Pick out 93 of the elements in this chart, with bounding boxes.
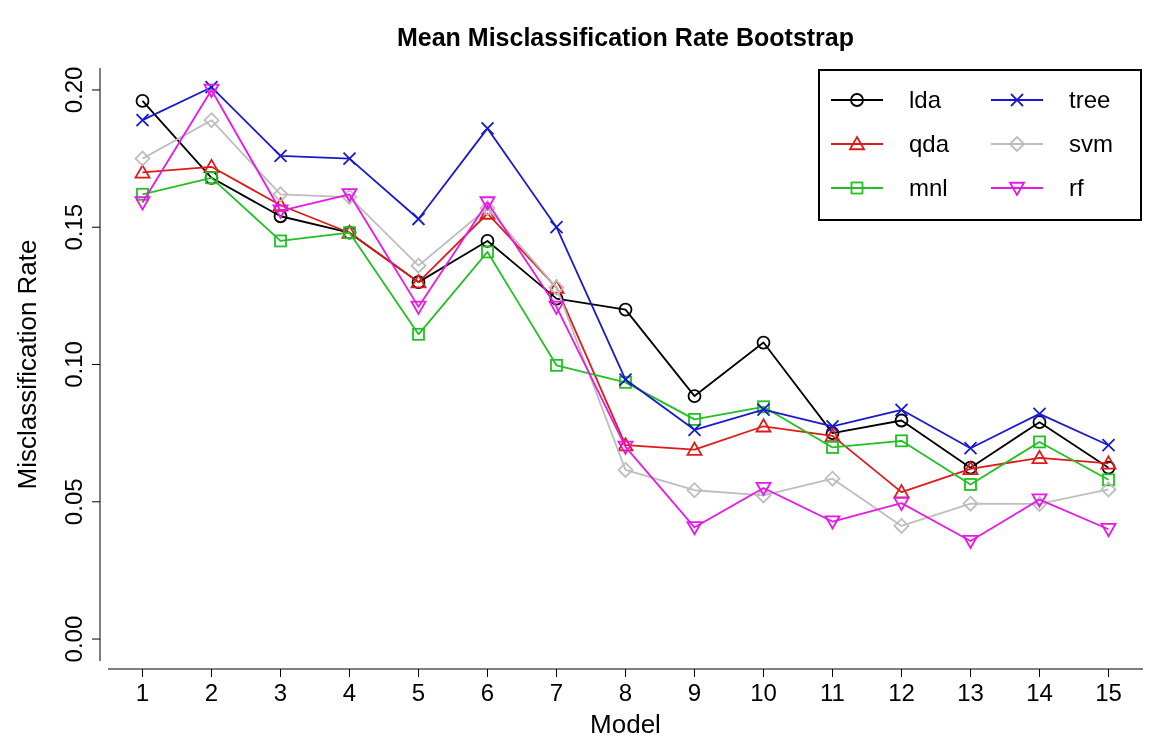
point [1100, 481, 1117, 498]
point [134, 150, 151, 167]
point [480, 121, 495, 136]
legend-label: tree [1069, 86, 1111, 113]
point [686, 482, 703, 499]
point [135, 113, 150, 128]
point [688, 413, 701, 426]
point [1100, 455, 1117, 470]
point [342, 151, 357, 166]
x-tick-label: 11 [820, 679, 845, 706]
chart-title: Mean Misclassification Rate Bootstrap [396, 23, 855, 51]
x-axis-title: Model [590, 709, 661, 739]
point [1033, 435, 1046, 449]
point [1101, 438, 1116, 453]
x-tick-label: 7 [549, 679, 564, 706]
point [480, 234, 495, 248]
point [479, 200, 496, 216]
point [548, 300, 565, 315]
point [1101, 460, 1116, 475]
legend-label: svm [1069, 130, 1113, 157]
point [272, 197, 289, 212]
point [963, 441, 978, 456]
point [411, 212, 426, 226]
point [756, 335, 771, 350]
y-tick-label: 0.00 [60, 615, 87, 663]
y-tick-label: 0.15 [60, 203, 87, 251]
x-tick-label: 5 [411, 679, 426, 706]
point [273, 148, 288, 163]
point [895, 434, 908, 448]
point [755, 418, 772, 433]
point [1032, 407, 1047, 421]
y-axis-title: Misclassification Rate [12, 239, 42, 490]
point [479, 196, 496, 211]
point [894, 413, 909, 428]
point [1032, 415, 1047, 430]
point [686, 521, 703, 536]
point [617, 462, 634, 478]
point [412, 327, 425, 341]
x-tick-label: 6 [480, 679, 495, 706]
x-tick-label: 4 [342, 679, 357, 706]
y-tick-label: 0.20 [60, 66, 87, 114]
x-tick-label: 8 [618, 679, 633, 706]
y-tick-label: 0.05 [60, 478, 87, 526]
point [1031, 449, 1048, 464]
x-tick-label: 13 [957, 679, 984, 706]
point [272, 204, 289, 219]
point [1031, 493, 1048, 508]
point [755, 481, 772, 496]
point [894, 402, 909, 417]
x-tick-label: 9 [687, 679, 702, 706]
point [618, 302, 633, 317]
point [893, 496, 910, 512]
point [274, 234, 287, 248]
x-tick-label: 2 [204, 679, 219, 706]
point [135, 94, 150, 108]
point [410, 300, 427, 315]
point [549, 220, 564, 235]
point [479, 205, 496, 220]
point [134, 196, 151, 211]
x-tick-label: 15 [1095, 679, 1122, 706]
legend-label: mnl [909, 174, 948, 201]
x-tick-label: 10 [750, 679, 777, 706]
point [964, 478, 977, 491]
point [826, 441, 839, 454]
point [687, 422, 702, 437]
legend-label: lda [909, 86, 942, 113]
point [549, 291, 564, 306]
point [1100, 523, 1117, 538]
point [962, 495, 979, 512]
point [481, 245, 494, 259]
point [755, 487, 772, 504]
point [203, 112, 220, 129]
x-tick-label: 1 [135, 679, 150, 706]
point [893, 518, 910, 534]
point [272, 186, 289, 203]
y-tick-label: 0.10 [60, 341, 87, 388]
x-tick-label: 12 [888, 679, 915, 706]
x-tick-label: 3 [273, 679, 288, 706]
point [136, 187, 149, 201]
point [825, 419, 840, 434]
point [134, 164, 151, 179]
point [550, 358, 563, 372]
point [687, 389, 702, 403]
point [1102, 473, 1115, 487]
point [273, 209, 288, 224]
point [686, 441, 703, 456]
legend-label: qda [909, 130, 950, 157]
x-tick-label: 14 [1026, 679, 1053, 706]
point [962, 534, 979, 549]
point [824, 515, 841, 530]
legend-label: rf [1069, 174, 1084, 201]
point [824, 470, 841, 487]
point [410, 257, 427, 274]
